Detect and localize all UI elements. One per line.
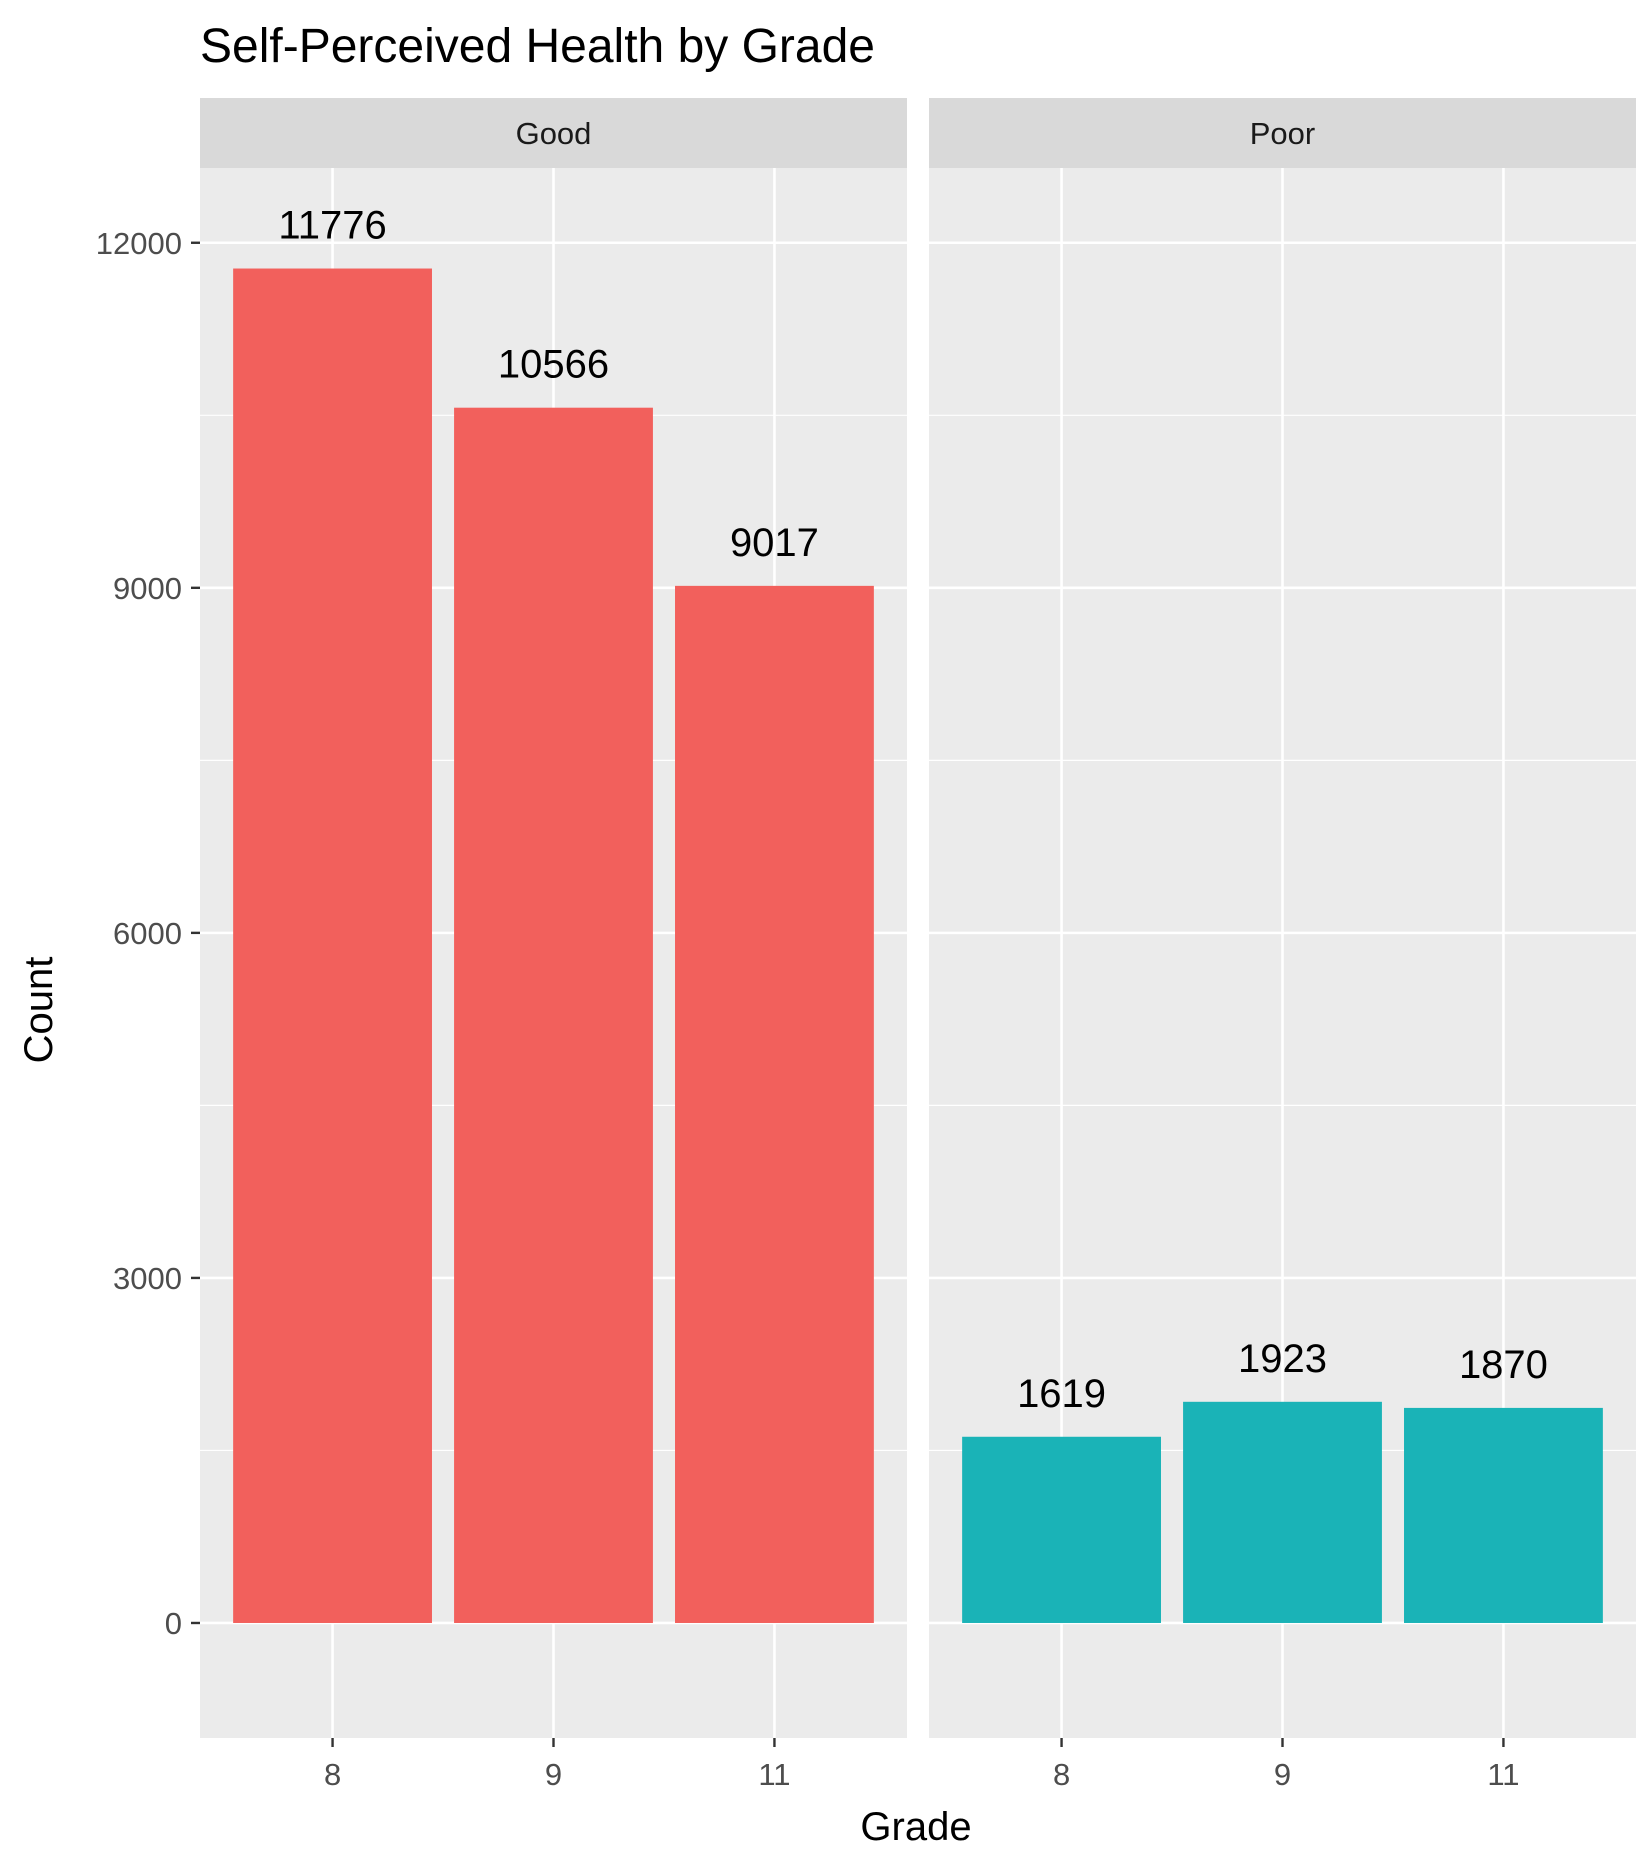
facet-strip-label: Good xyxy=(516,116,592,151)
bar-poor-grade-9 xyxy=(1183,1401,1382,1623)
facet-strip-label: Poor xyxy=(1250,116,1315,151)
y-tick-label: 6000 xyxy=(113,916,182,951)
x-tick-label: 11 xyxy=(1487,1757,1519,1792)
data-label: 1619 xyxy=(1017,1372,1106,1416)
facet-strip xyxy=(200,98,907,168)
bar-good-grade-11 xyxy=(675,585,874,1623)
x-tick-label: 8 xyxy=(324,1757,341,1792)
bar-poor-grade-8 xyxy=(962,1436,1161,1623)
bar-poor-grade-11 xyxy=(1404,1407,1603,1623)
facet-panel-poor: Poor 1619 1923 1870 8 9 11 xyxy=(929,98,1636,1792)
x-tick-label: 8 xyxy=(1053,1757,1070,1792)
x-tick-label: 9 xyxy=(1274,1757,1291,1792)
data-label: 10566 xyxy=(498,343,609,387)
data-label: 9017 xyxy=(730,521,819,565)
y-tick-label: 12000 xyxy=(96,226,182,261)
y-tick-label: 0 xyxy=(165,1606,182,1641)
y-tick-label: 9000 xyxy=(113,571,182,606)
data-label: 11776 xyxy=(278,204,386,248)
y-tick-label: 3000 xyxy=(113,1261,182,1296)
bar-good-grade-8 xyxy=(233,268,432,1623)
chart-title: Self-Perceived Health by Grade xyxy=(200,20,875,73)
x-tick-label: 11 xyxy=(758,1757,790,1792)
data-label: 1923 xyxy=(1238,1337,1327,1381)
facet-panel-good: Good 11776 10566 9017 8 9 11 xyxy=(200,98,907,1792)
bar-good-grade-9 xyxy=(454,407,653,1623)
facet-strip xyxy=(929,98,1636,168)
data-label: 1870 xyxy=(1459,1343,1548,1387)
facet-panels: Good 11776 10566 9017 8 9 11 Poor 1619 1923 1870 8 9… xyxy=(200,98,1636,1792)
y-axis-title: Count xyxy=(17,957,61,1064)
x-tick-label: 9 xyxy=(545,1757,562,1792)
x-axis-title: Grade xyxy=(860,1805,971,1849)
y-axis: 0 3000 6000 9000 12000 xyxy=(96,226,200,1641)
